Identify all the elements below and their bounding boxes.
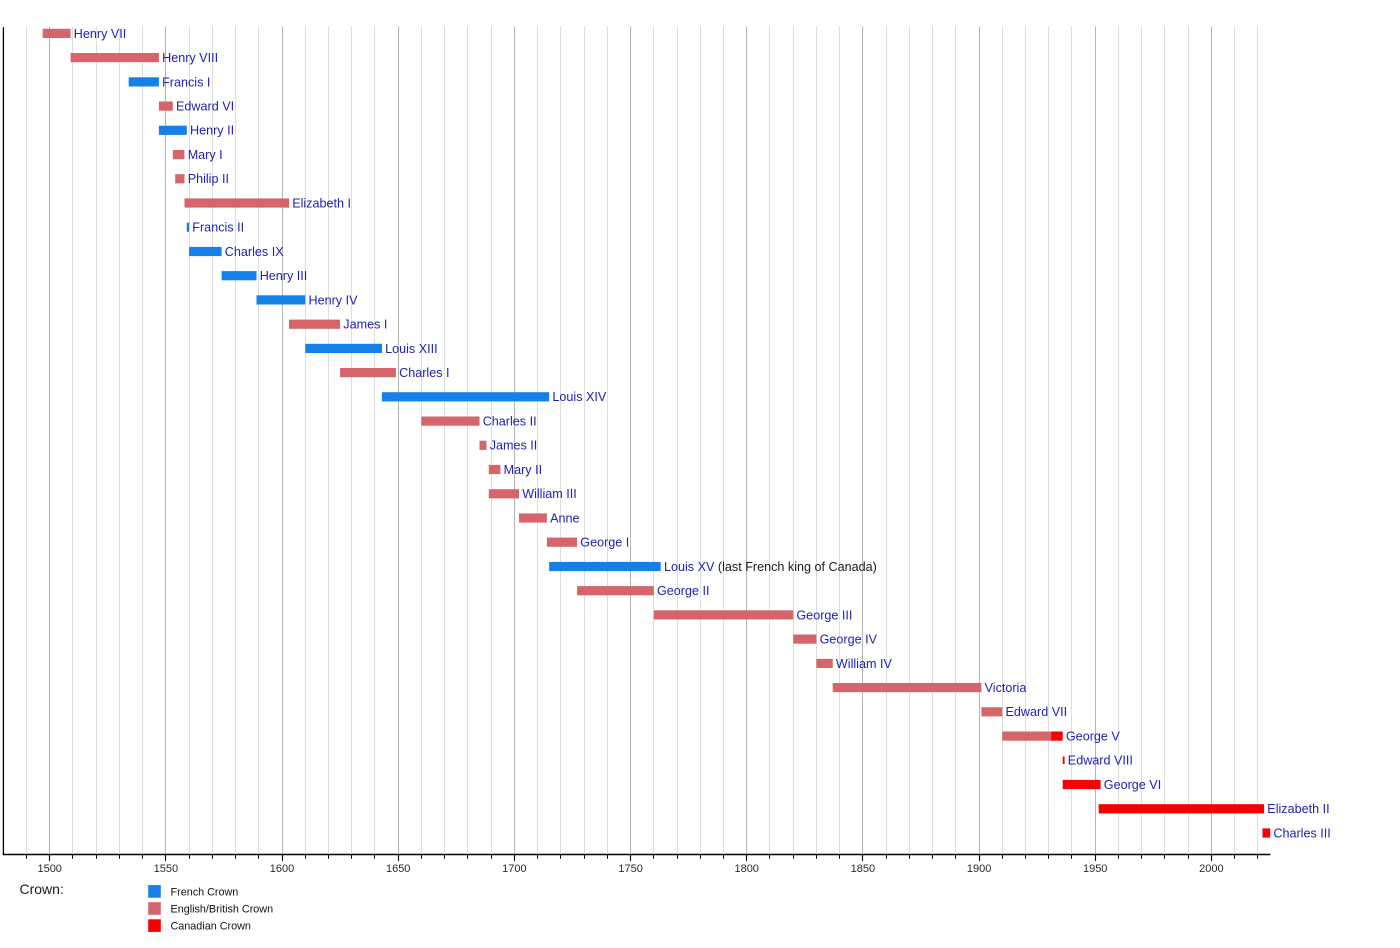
svg-text:Mary II: Mary II [504, 463, 542, 477]
svg-text:1650: 1650 [386, 863, 410, 875]
svg-text:1500: 1500 [37, 863, 61, 875]
svg-text:Henry VII: Henry VII [74, 27, 127, 41]
svg-text:Henry IV: Henry IV [309, 293, 359, 307]
svg-text:1950: 1950 [1083, 863, 1107, 875]
svg-text:1550: 1550 [154, 863, 178, 875]
svg-text:English/British Crown: English/British Crown [171, 904, 274, 916]
svg-text:1700: 1700 [502, 863, 526, 875]
svg-text:1800: 1800 [734, 863, 758, 875]
svg-text:Charles IX: Charles IX [225, 245, 284, 259]
svg-text:Elizabeth II: Elizabeth II [1267, 802, 1329, 816]
svg-text:Francis II: Francis II [192, 221, 244, 235]
svg-text:Louis XIV: Louis XIV [552, 390, 607, 404]
svg-text:Philip II: Philip II [188, 172, 229, 186]
svg-text:Elizabeth I: Elizabeth I [292, 196, 351, 210]
svg-text:Crown:: Crown: [20, 881, 64, 897]
svg-text:1600: 1600 [270, 863, 294, 875]
svg-text:George II: George II [657, 584, 710, 598]
svg-text:Edward VI: Edward VI [176, 100, 234, 114]
svg-text:Edward VIII: Edward VIII [1068, 754, 1133, 768]
svg-text:Charles II: Charles II [483, 415, 537, 429]
svg-text:James I: James I [343, 318, 387, 332]
svg-text:Louis XV (last French king of: Louis XV (last French king of Canada) [664, 560, 877, 574]
svg-text:George I: George I [580, 536, 629, 550]
svg-text:2000: 2000 [1199, 863, 1223, 875]
svg-text:Anne: Anne [550, 511, 579, 525]
svg-text:George V: George V [1066, 730, 1121, 744]
svg-text:George IV: George IV [820, 633, 878, 647]
svg-text:Francis I: Francis I [162, 75, 210, 89]
svg-text:Canadian Crown: Canadian Crown [171, 921, 251, 933]
svg-text:William IV: William IV [836, 657, 893, 671]
svg-text:1900: 1900 [967, 863, 991, 875]
svg-text:George III: George III [796, 608, 852, 622]
svg-text:Henry VIII: Henry VIII [162, 51, 218, 65]
svg-text:Edward VII: Edward VII [1006, 705, 1068, 719]
svg-text:Louis XIII: Louis XIII [385, 342, 438, 356]
svg-text:Victoria: Victoria [985, 681, 1027, 695]
svg-text:1850: 1850 [851, 863, 875, 875]
svg-text:Mary I: Mary I [188, 148, 223, 162]
svg-text:Henry II: Henry II [190, 124, 234, 138]
svg-text:Charles I: Charles I [399, 366, 449, 380]
svg-text:1750: 1750 [618, 863, 642, 875]
svg-text:William III: William III [522, 487, 577, 501]
svg-text:Charles III: Charles III [1273, 826, 1330, 840]
svg-text:French Crown: French Crown [171, 886, 239, 898]
svg-text:James II: James II [490, 439, 538, 453]
svg-text:Henry III: Henry III [260, 269, 308, 283]
svg-text:George VI: George VI [1104, 778, 1161, 792]
